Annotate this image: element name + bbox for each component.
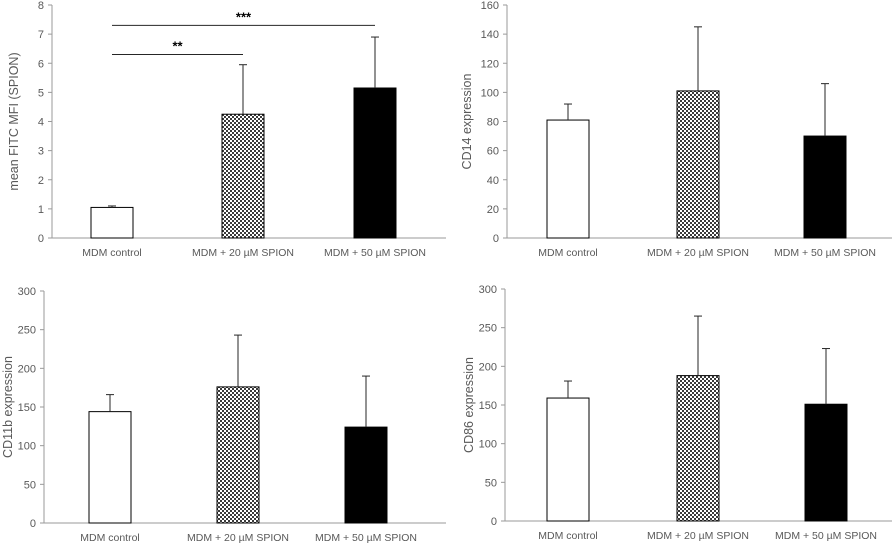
category-label-mdm-control: MDM control [538, 247, 598, 259]
y-tick-label: 200 [479, 361, 497, 373]
y-tick-label: 300 [479, 284, 497, 296]
y-tick-label: 3 [38, 146, 44, 158]
y-tick-label: 0 [491, 516, 497, 528]
bar-mdm-50um-spion [804, 403, 848, 522]
y-tick-label: 0 [38, 233, 44, 245]
y-tick-label: 160 [481, 0, 499, 12]
y-axis-title: CD11b expression [1, 356, 15, 458]
y-axis-title: mean FITC MFI (SPION) [7, 52, 21, 190]
bar-mdm-20um-spion [221, 113, 265, 239]
y-tick-label: 0 [30, 518, 36, 530]
y-tick-label: 250 [479, 323, 497, 335]
category-label-mdm-20um-spion: MDM + 20 µM SPION [192, 247, 294, 259]
y-tick-label: 100 [18, 441, 36, 453]
chart-panel-cd14: 0 20 40 60 80 100 120 140 160 CD14 expression MDM … [460, 0, 892, 259]
bar-mdm-control [90, 206, 134, 239]
bar-mdm-control [546, 119, 590, 239]
category-label-mdm-20um-spion: MDM + 20 µM SPION [647, 247, 749, 259]
y-tick-label: 50 [24, 479, 36, 491]
y-tick-label: 6 [38, 58, 44, 70]
category-label-mdm-50um-spion: MDM + 50 µM SPION [774, 247, 876, 259]
y-axis-title: CD14 expression [460, 74, 474, 170]
y-tick-label: 100 [481, 87, 499, 99]
category-label-mdm-control: MDM control [538, 530, 598, 542]
bar-mdm-control [546, 397, 590, 522]
y-tick-label: 250 [18, 325, 36, 337]
significance-label: ** [172, 39, 183, 54]
y-tick-label: 150 [18, 402, 36, 414]
bar-mdm-50um-spion [344, 426, 388, 524]
y-tick-label: 0 [493, 233, 499, 245]
y-tick-label: 50 [485, 477, 497, 489]
bar-mdm-50um-spion [803, 135, 847, 239]
y-tick-label: 40 [487, 175, 499, 187]
y-tick-label: 200 [18, 363, 36, 375]
category-label-mdm-50um-spion: MDM + 50 µM SPION [315, 532, 417, 544]
category-label-mdm-control: MDM control [82, 247, 142, 259]
chart-panel-fitc-mfi: 0 1 2 3 4 5 6 7 8 mean FITC MFI (SPION) MDM contro… [7, 0, 446, 259]
y-tick-label: 140 [481, 29, 499, 41]
y-tick-label: 8 [38, 0, 44, 12]
category-label-mdm-20um-spion: MDM + 20 µM SPION [647, 530, 749, 542]
y-tick-label: 1 [38, 204, 44, 216]
bar-mdm-20um-spion [676, 375, 720, 522]
category-label-mdm-control: MDM control [80, 532, 140, 544]
y-tick-label: 20 [487, 204, 499, 216]
y-tick-label: 120 [481, 58, 499, 70]
chart-panel-cd11b: 0 50 100 150 200 250 300 CD11b expression MDM co… [1, 286, 446, 544]
y-axis-title: CD86 expression [462, 357, 476, 453]
chart-panel-cd86: 0 50 100 150 200 250 300 CD86 expression MDM con… [462, 284, 892, 542]
bar-mdm-20um-spion [216, 386, 260, 524]
y-tick-label: 60 [487, 146, 499, 158]
category-label-mdm-50um-spion: MDM + 50 µM SPION [324, 247, 426, 259]
y-tick-label: 4 [38, 117, 44, 129]
bar-mdm-50um-spion [353, 87, 397, 239]
bar-mdm-20um-spion [676, 90, 720, 239]
y-tick-label: 150 [479, 400, 497, 412]
y-tick-label: 2 [38, 175, 44, 187]
y-tick-label: 5 [38, 87, 44, 99]
y-tick-label: 100 [479, 439, 497, 451]
category-label-mdm-20um-spion: MDM + 20 µM SPION [187, 532, 289, 544]
bar-mdm-control [88, 411, 132, 524]
y-tick-label: 80 [487, 117, 499, 129]
y-tick-label: 300 [18, 286, 36, 298]
category-label-mdm-50um-spion: MDM + 50 µM SPION [775, 530, 877, 542]
significance-label: *** [236, 9, 252, 24]
y-tick-label: 7 [38, 29, 44, 41]
